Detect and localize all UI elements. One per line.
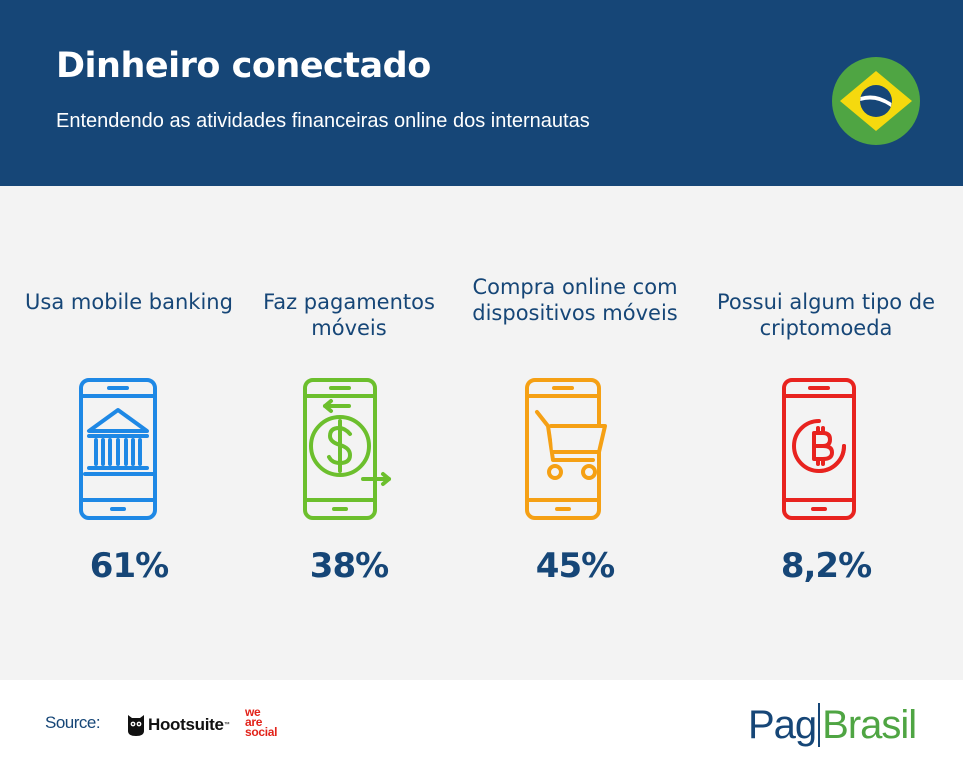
- owl-icon: [128, 715, 144, 736]
- hootsuite-name: Hootsuite: [148, 715, 224, 734]
- footer: Source: Hootsuite ™ we are social Pag Bra…: [0, 680, 963, 768]
- we-are-social-line: we: [245, 705, 261, 719]
- stat-label: Possui algum tipo de criptomoeda: [716, 290, 936, 340]
- pagbrasil-logo: Pag Brasil: [748, 699, 917, 751]
- stat-value: 45%: [535, 546, 615, 586]
- header-banner: Dinheiro conectado Entendendo as ativida…: [0, 0, 963, 186]
- we-are-social-line: are: [245, 715, 263, 729]
- pagbrasil-brasil: Brasil: [822, 702, 917, 747]
- stat-label: Faz pagamentos móveis: [263, 290, 435, 340]
- mobile-bitcoin-icon: [782, 378, 856, 520]
- trademark: ™: [223, 722, 230, 728]
- mobile-shopping-cart-icon: [525, 378, 607, 520]
- mobile-bank-icon: [79, 378, 157, 520]
- we-are-social-logo: we are social: [245, 705, 278, 739]
- source-label: Source:: [45, 713, 101, 732]
- stat-label: Compra online com dispositivos móveis: [472, 275, 678, 325]
- brazil-flag-icon: [832, 57, 920, 145]
- stat-value: 38%: [309, 546, 389, 586]
- stats-panel: Usa mobile banking 61% Faz pagamentos mó…: [0, 186, 963, 680]
- stat-value: 61%: [89, 546, 169, 586]
- mobile-payment-icon: [303, 378, 391, 520]
- pagbrasil-pag: Pag: [748, 702, 817, 747]
- page-subtitle: Entendendo as atividades financeiras onl…: [56, 110, 590, 132]
- logo-divider: [818, 703, 821, 747]
- hootsuite-logo: Hootsuite ™: [127, 711, 230, 739]
- stat-value: 8,2%: [780, 546, 872, 586]
- stat-label: Usa mobile banking: [25, 290, 233, 314]
- page-title: Dinheiro conectado: [56, 46, 431, 86]
- we-are-social-line: social: [245, 725, 278, 739]
